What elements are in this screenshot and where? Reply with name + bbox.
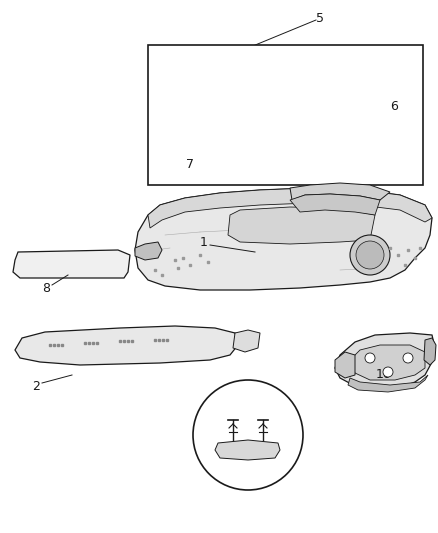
Text: 3: 3 — [259, 457, 266, 467]
Polygon shape — [228, 120, 286, 142]
Polygon shape — [135, 188, 432, 290]
Text: 8: 8 — [42, 281, 50, 295]
Polygon shape — [335, 333, 435, 390]
Circle shape — [356, 241, 384, 269]
Polygon shape — [290, 183, 390, 200]
Polygon shape — [338, 74, 413, 105]
Circle shape — [365, 353, 375, 363]
Text: 10: 10 — [376, 368, 392, 382]
Text: 1: 1 — [200, 237, 208, 249]
Polygon shape — [290, 194, 380, 215]
Text: 7: 7 — [186, 158, 194, 172]
Polygon shape — [175, 100, 218, 122]
Circle shape — [383, 367, 393, 377]
Polygon shape — [228, 207, 375, 244]
Polygon shape — [233, 330, 260, 352]
Polygon shape — [424, 338, 436, 365]
Circle shape — [193, 380, 303, 490]
Bar — [148, 45, 423, 185]
Polygon shape — [148, 188, 432, 228]
Polygon shape — [335, 352, 355, 378]
Text: 6: 6 — [390, 100, 398, 112]
Polygon shape — [15, 326, 238, 365]
Polygon shape — [350, 345, 425, 380]
Polygon shape — [215, 440, 280, 460]
Polygon shape — [348, 375, 428, 392]
Polygon shape — [13, 250, 130, 278]
Text: 5: 5 — [316, 12, 324, 25]
Polygon shape — [135, 242, 162, 260]
Text: 2: 2 — [32, 379, 40, 392]
Polygon shape — [195, 68, 268, 100]
Circle shape — [403, 353, 413, 363]
Circle shape — [350, 235, 390, 275]
Text: 4: 4 — [259, 407, 267, 417]
